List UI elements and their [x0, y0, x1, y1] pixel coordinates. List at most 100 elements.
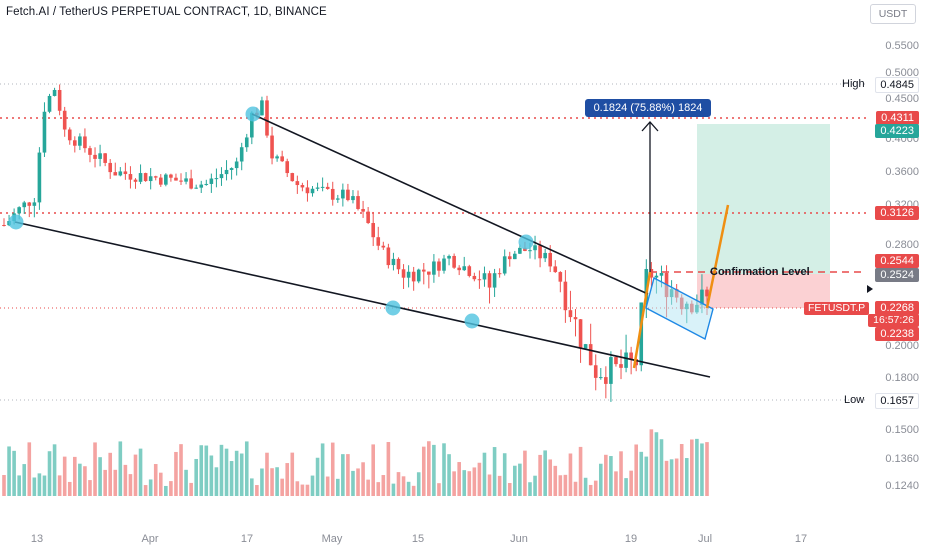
measure-label: 0.1824 (75.88%) 1824 — [585, 99, 711, 117]
candle-body — [507, 256, 512, 260]
volume-bar — [548, 459, 553, 496]
candle-body — [204, 183, 209, 185]
volume-bar — [351, 470, 355, 496]
volume-bar — [396, 472, 401, 496]
y-tick-label: 0.5000 — [885, 67, 919, 79]
volume-bar — [189, 482, 193, 496]
candle-body — [229, 168, 234, 170]
candle-body — [265, 100, 269, 136]
candle-body — [351, 196, 355, 201]
volume-bar — [88, 480, 92, 496]
volume-bar — [472, 467, 477, 496]
countdown-badge: 16:57:26 — [868, 314, 919, 327]
candle-body — [315, 187, 320, 189]
candle-body — [128, 174, 133, 180]
volume-bar — [416, 472, 421, 496]
candle-body — [462, 266, 467, 271]
confirmation-level-label: Confirmation Level — [710, 266, 810, 278]
volume-bar — [619, 451, 623, 496]
volume-bar — [158, 472, 163, 496]
candle-body — [346, 189, 350, 201]
candle-body — [432, 261, 436, 275]
candle-body — [42, 111, 47, 153]
candle-body — [452, 255, 456, 268]
x-tick-label: 19 — [624, 533, 638, 545]
volume-bar — [381, 475, 386, 496]
candle-body — [325, 186, 330, 189]
candle-body — [538, 245, 542, 259]
volume-bar — [538, 454, 542, 496]
volume-bar — [239, 453, 244, 496]
candle-body — [52, 89, 57, 96]
volume-bar — [523, 450, 527, 496]
volume-bar — [553, 465, 558, 496]
volume-bar — [487, 474, 492, 496]
candle-body — [533, 245, 537, 251]
y-tick-label: 0.1240 — [885, 480, 919, 492]
candle-body — [528, 250, 532, 252]
volume-bar — [325, 476, 330, 496]
volume-bar — [275, 467, 279, 496]
volume-bar — [27, 442, 32, 496]
candle-body — [169, 174, 173, 178]
volume-bar — [98, 457, 102, 496]
candle-body — [568, 310, 573, 318]
candle-body — [356, 196, 360, 209]
candle-body — [189, 178, 193, 189]
candle-body — [224, 169, 229, 175]
candle-body — [416, 269, 421, 282]
candle-body — [88, 148, 92, 155]
volume-bar — [7, 446, 11, 496]
candle-body — [396, 258, 401, 270]
volume-bar — [447, 454, 451, 496]
y-tick-label: 0.1800 — [885, 372, 919, 384]
volume-bar — [634, 444, 638, 496]
x-tick-label: Apr — [141, 533, 159, 545]
candle-body — [47, 95, 52, 112]
volume-bar — [492, 447, 497, 496]
volume-bar — [67, 481, 72, 496]
volume-bar — [401, 476, 406, 496]
candle-body — [27, 202, 32, 206]
volume-bar — [518, 463, 522, 496]
volume-bar — [669, 459, 674, 496]
volume-bar — [467, 471, 472, 496]
candle-body — [2, 225, 6, 226]
candle-body — [330, 188, 335, 200]
volume-bar — [695, 438, 699, 496]
scroll-right-icon[interactable] — [867, 285, 873, 293]
volume-bar — [250, 478, 254, 496]
volume-bar — [315, 457, 320, 496]
candle-body — [588, 344, 593, 366]
volume-bar — [148, 479, 153, 496]
touch-point — [464, 313, 480, 329]
volume-bar — [270, 468, 274, 496]
candle-body — [604, 377, 608, 384]
touch-point — [518, 234, 534, 250]
volume-bar — [37, 473, 42, 496]
x-tick-label: 17 — [794, 533, 808, 545]
volume-bar — [406, 481, 411, 496]
touch-point — [245, 106, 261, 122]
candle-body — [148, 176, 153, 182]
candle-body — [513, 253, 517, 260]
volume-bar — [573, 481, 578, 496]
volume-bar — [93, 442, 97, 496]
candle-body — [457, 267, 461, 271]
chart-title: Fetch.AI / TetherUS PERPETUAL CONTRACT, … — [6, 6, 327, 18]
volume-bar — [47, 451, 52, 496]
candle-body — [558, 272, 563, 282]
volume-bar — [12, 450, 16, 496]
volume-bar — [285, 463, 290, 496]
candle-body — [270, 135, 274, 159]
x-tick-label: 13 — [30, 533, 44, 545]
volume-bar — [583, 477, 588, 496]
currency-button[interactable]: USDT — [870, 4, 916, 24]
volume-bar — [644, 456, 649, 496]
candle-body — [614, 357, 618, 365]
volume-bar — [42, 475, 47, 496]
volume-bar — [78, 463, 82, 496]
volume-bar — [153, 464, 158, 496]
candle-body — [472, 275, 477, 280]
